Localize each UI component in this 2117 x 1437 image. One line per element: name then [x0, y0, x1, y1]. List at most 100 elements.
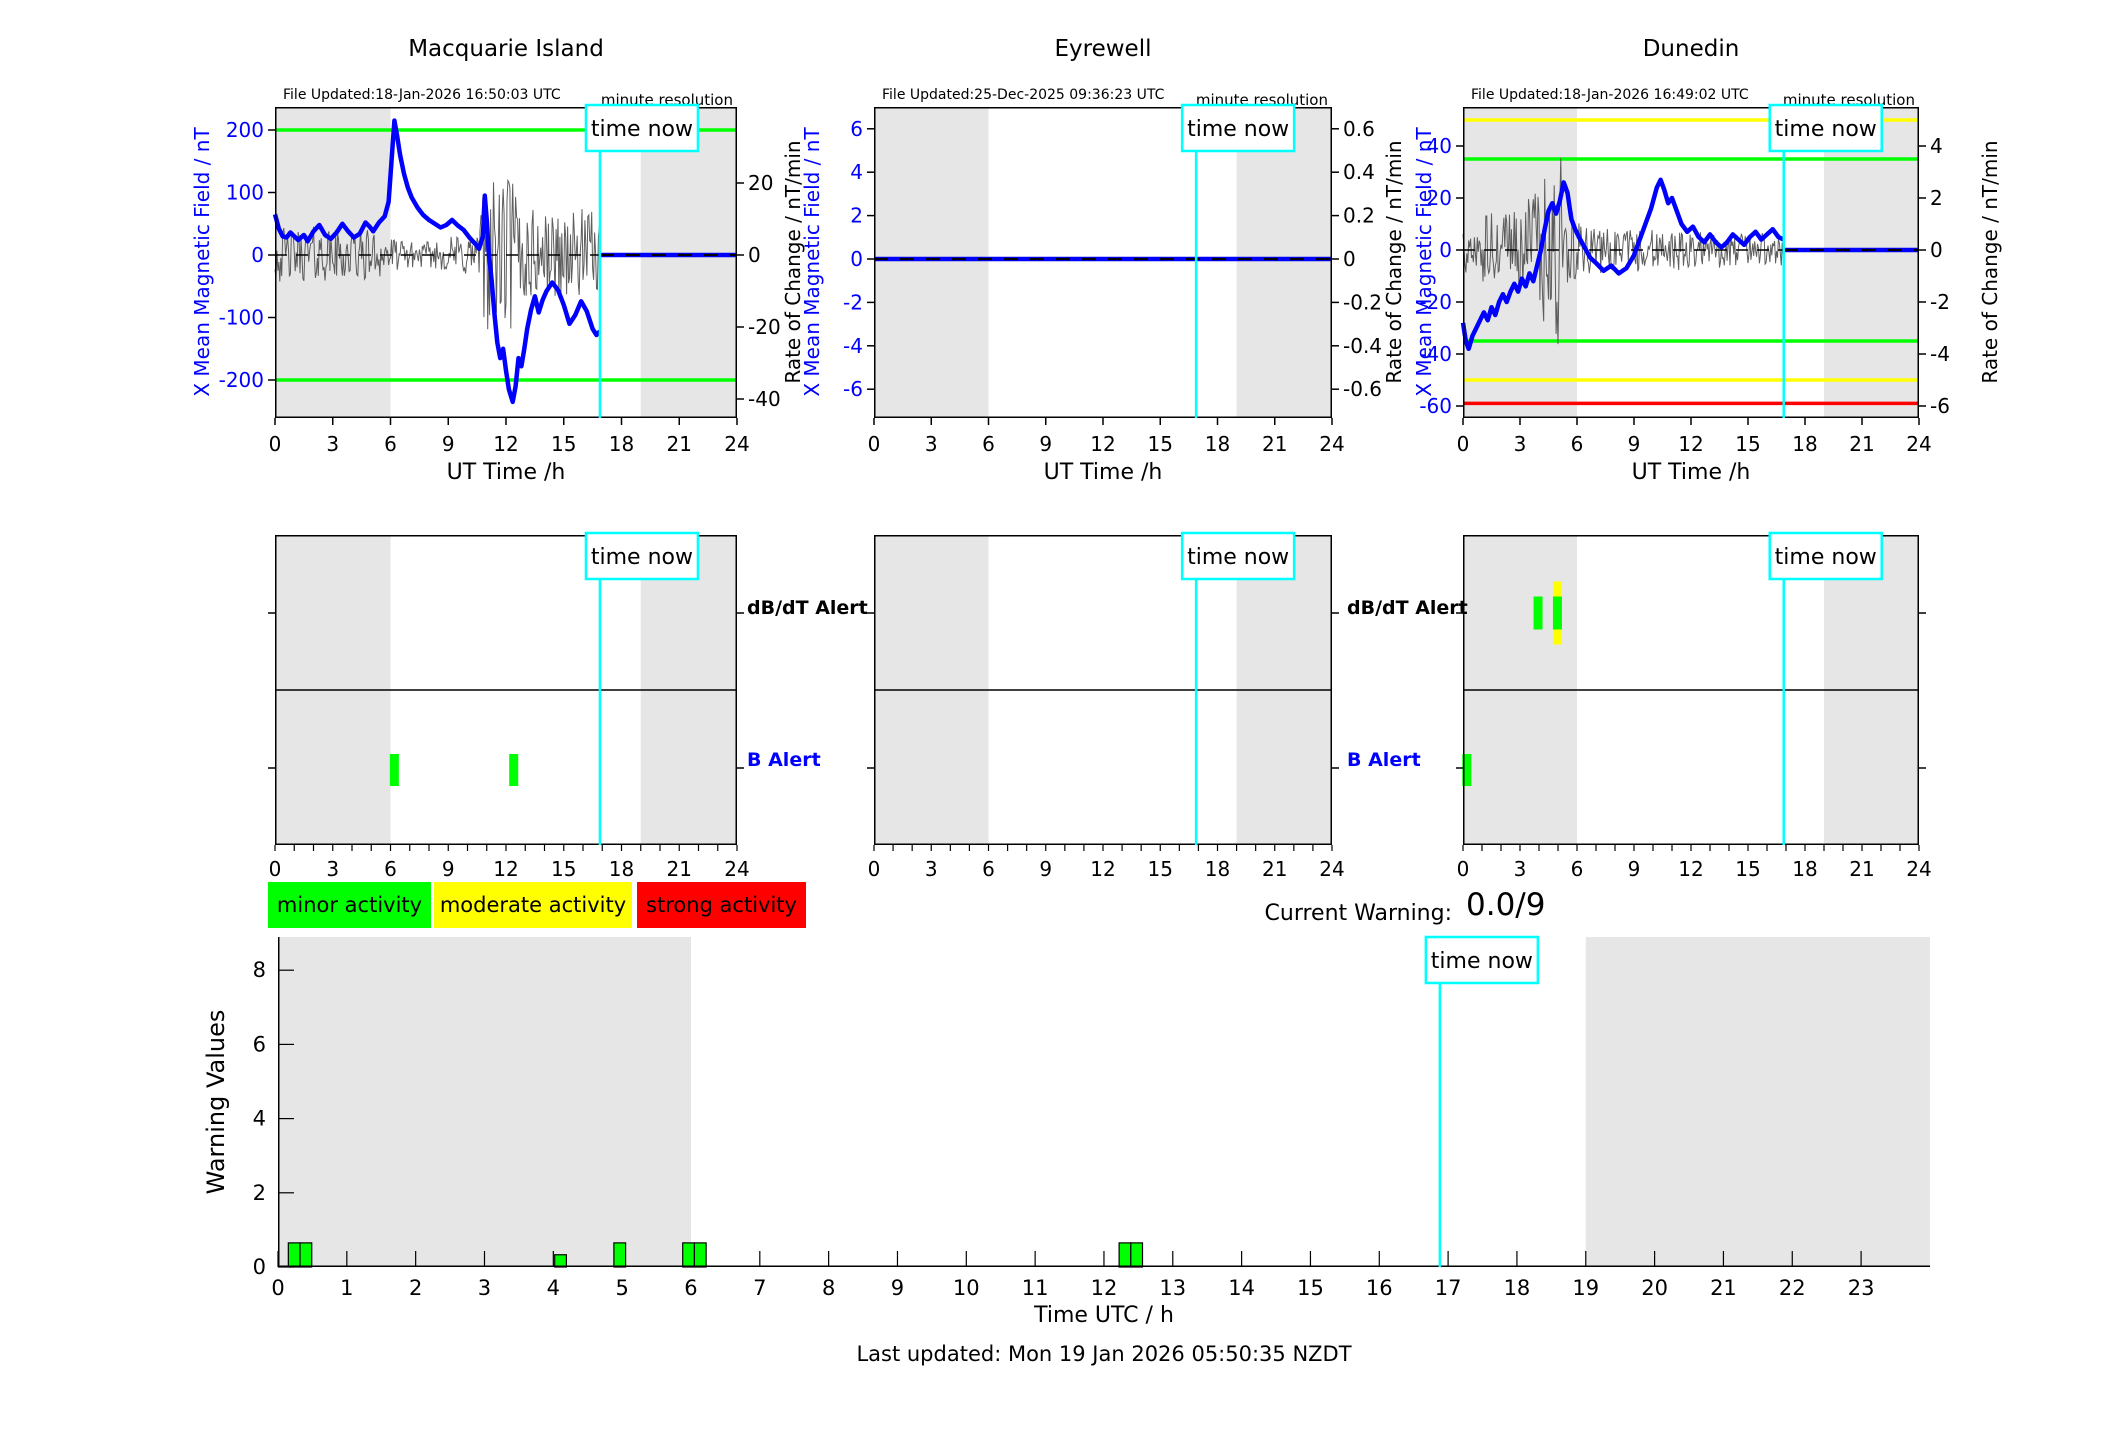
- x-tick-label: 12: [1678, 432, 1703, 456]
- warning-bar: [682, 1242, 696, 1268]
- x-tick-label: 24: [1319, 857, 1344, 881]
- x-tick-label: 15: [1148, 432, 1173, 456]
- x-tick-label: 12: [1678, 857, 1703, 881]
- file-updated-macquarie: File Updated:18-Jan-2026 16:50:03 UTC: [283, 87, 561, 103]
- b-alert-bar: [509, 754, 519, 786]
- time-utc-axis-label: Time UTC / h: [1034, 1303, 1174, 1328]
- x-tick-label: 12: [1090, 857, 1115, 881]
- time-now-label: time now: [1775, 545, 1877, 570]
- x-tick-label: 21: [1262, 857, 1287, 881]
- legend-item-moderate-activity: moderate activity: [434, 882, 632, 928]
- right-tick-label: 0: [1930, 238, 1943, 262]
- x-tick-label: 0: [269, 857, 282, 881]
- x-tick-label: 8: [822, 1276, 835, 1300]
- dbdt-alert-bar: [1552, 596, 1562, 630]
- x-tick-label: 4: [547, 1276, 560, 1300]
- left-tick-label: 40: [1427, 134, 1452, 158]
- time-now-label: time now: [1187, 545, 1289, 570]
- x-tick-label: 21: [1849, 857, 1874, 881]
- night-shading: [640, 107, 737, 418]
- x-tick-label: 12: [1091, 1276, 1118, 1300]
- x-tick-label: 21: [667, 432, 692, 456]
- x-tick-label: 18: [609, 432, 634, 456]
- x-tick-label: 0: [868, 432, 881, 456]
- right-tick-label: 0.4: [1343, 160, 1375, 184]
- time-now-label: time now: [591, 545, 693, 570]
- eyrewell-field-plot: 6 4 2 0 -2 -4 -6 0.6 0.4 0.2 0 -0.2 -0.4 -0.6 0 3 6 9 12 15…: [843, 103, 1382, 456]
- dunedin-alert-panel: 0 3 6 9 12 15 18 21 24 time now: [1456, 531, 1932, 881]
- left-tick-label: 20: [1427, 186, 1452, 210]
- right-tick-label: 2: [1930, 186, 1943, 210]
- warning-bar: [1118, 1242, 1132, 1268]
- station-title-eyrewell: Eyrewell: [1054, 36, 1152, 62]
- x-tick-label: 21: [1710, 1276, 1737, 1300]
- right-tick-label: 0.2: [1343, 204, 1375, 228]
- x-tick-label: 23: [1848, 1276, 1875, 1300]
- b-alert-bar: [1462, 754, 1472, 786]
- macquarie-alert-panel: 0 3 6 9 12 15 18 21 24 time now: [268, 531, 750, 881]
- warning-bar: [693, 1242, 707, 1268]
- legend-item-strong-activity: strong activity: [637, 882, 806, 928]
- right-tick-label: -6: [1930, 394, 1950, 418]
- x-tick-label: 24: [1906, 857, 1931, 881]
- x-tick-label: 24: [724, 857, 749, 881]
- eyrewell-alert-panel: 0 3 6 9 12 15 18 21 24 time now: [867, 531, 1345, 881]
- left-tick-label: 4: [850, 160, 863, 184]
- x-tick-label: 9: [1628, 857, 1641, 881]
- axis-spine: [275, 107, 737, 418]
- warning-values-chart: 0 1 2 3 4 5 6 7 8 9 10 11 12 13 14 15 16 17 18 19 20 21 22 2302…: [253, 935, 1930, 1300]
- night-shading: [278, 937, 691, 1267]
- night-shading: [1824, 107, 1919, 418]
- x-tick-label: 22: [1779, 1276, 1806, 1300]
- x-tick-label: 0: [269, 432, 282, 456]
- x-tick-label: 0: [1457, 857, 1470, 881]
- warning-values-axis-label: Warning Values: [202, 1009, 230, 1195]
- x-tick-label: 12: [493, 432, 518, 456]
- x-tick-label: 9: [891, 1276, 904, 1300]
- right-tick-label: 0: [1343, 247, 1356, 271]
- night-shading: [1585, 937, 1930, 1267]
- y-axis-label-field-eyrewell: X Mean Magnetic Field / nT: [800, 127, 824, 397]
- right-tick-label: 20: [748, 171, 773, 195]
- x-axis-label-dunedin: UT Time /h: [1631, 460, 1751, 485]
- x-tick-label: 9: [442, 857, 455, 881]
- warning-bar: [554, 1254, 567, 1268]
- x-tick-label: 24: [1906, 432, 1931, 456]
- station-title-dunedin: Dunedin: [1642, 36, 1740, 62]
- x-tick-label: 3: [478, 1276, 491, 1300]
- y-axis-label-rate-dunedin: Rate of Change / nT/min: [1978, 140, 2002, 384]
- right-tick-label: -0.2: [1343, 290, 1382, 314]
- right-tick-label: 0.6: [1343, 117, 1375, 141]
- station-title-macquarie: Macquarie Island: [408, 36, 604, 62]
- axis-spine: [1463, 535, 1919, 845]
- y-axis-label-field-macquarie: X Mean Magnetic Field / nT: [190, 127, 214, 397]
- x-mean-field-line: [272, 118, 602, 405]
- x-tick-label: 0: [1457, 432, 1470, 456]
- left-tick-label: -2: [843, 290, 863, 314]
- axis-spine: [275, 535, 737, 845]
- left-tick-label: -6: [843, 377, 863, 401]
- x-tick-label: 0: [868, 857, 881, 881]
- x-tick-label: 21: [1849, 432, 1874, 456]
- dbdt-alert-label-eyrewell: dB/dT Alert: [1347, 597, 1468, 619]
- b-alert-bar: [389, 754, 399, 786]
- x-tick-label: 3: [925, 432, 938, 456]
- x-tick-label: 15: [1297, 1276, 1324, 1300]
- x-tick-label: 21: [1262, 432, 1287, 456]
- right-tick-label: 4: [1930, 134, 1943, 158]
- x-tick-label: 16: [1366, 1276, 1393, 1300]
- left-tick-label: 100: [226, 181, 264, 205]
- x-tick-label: 6: [1571, 432, 1584, 456]
- x-tick-label: 13: [1159, 1276, 1186, 1300]
- time-now-label: time now: [591, 117, 693, 142]
- x-tick-label: 15: [1735, 432, 1760, 456]
- x-tick-label: 18: [1792, 857, 1817, 881]
- left-tick-label: -4: [843, 334, 863, 358]
- b-alert-label-macquarie: B Alert: [747, 749, 821, 771]
- x-tick-label: 18: [1504, 1276, 1531, 1300]
- y-tick-label: 8: [253, 958, 266, 982]
- x-tick-label: 12: [1090, 432, 1115, 456]
- left-tick-label: -60: [1419, 394, 1452, 418]
